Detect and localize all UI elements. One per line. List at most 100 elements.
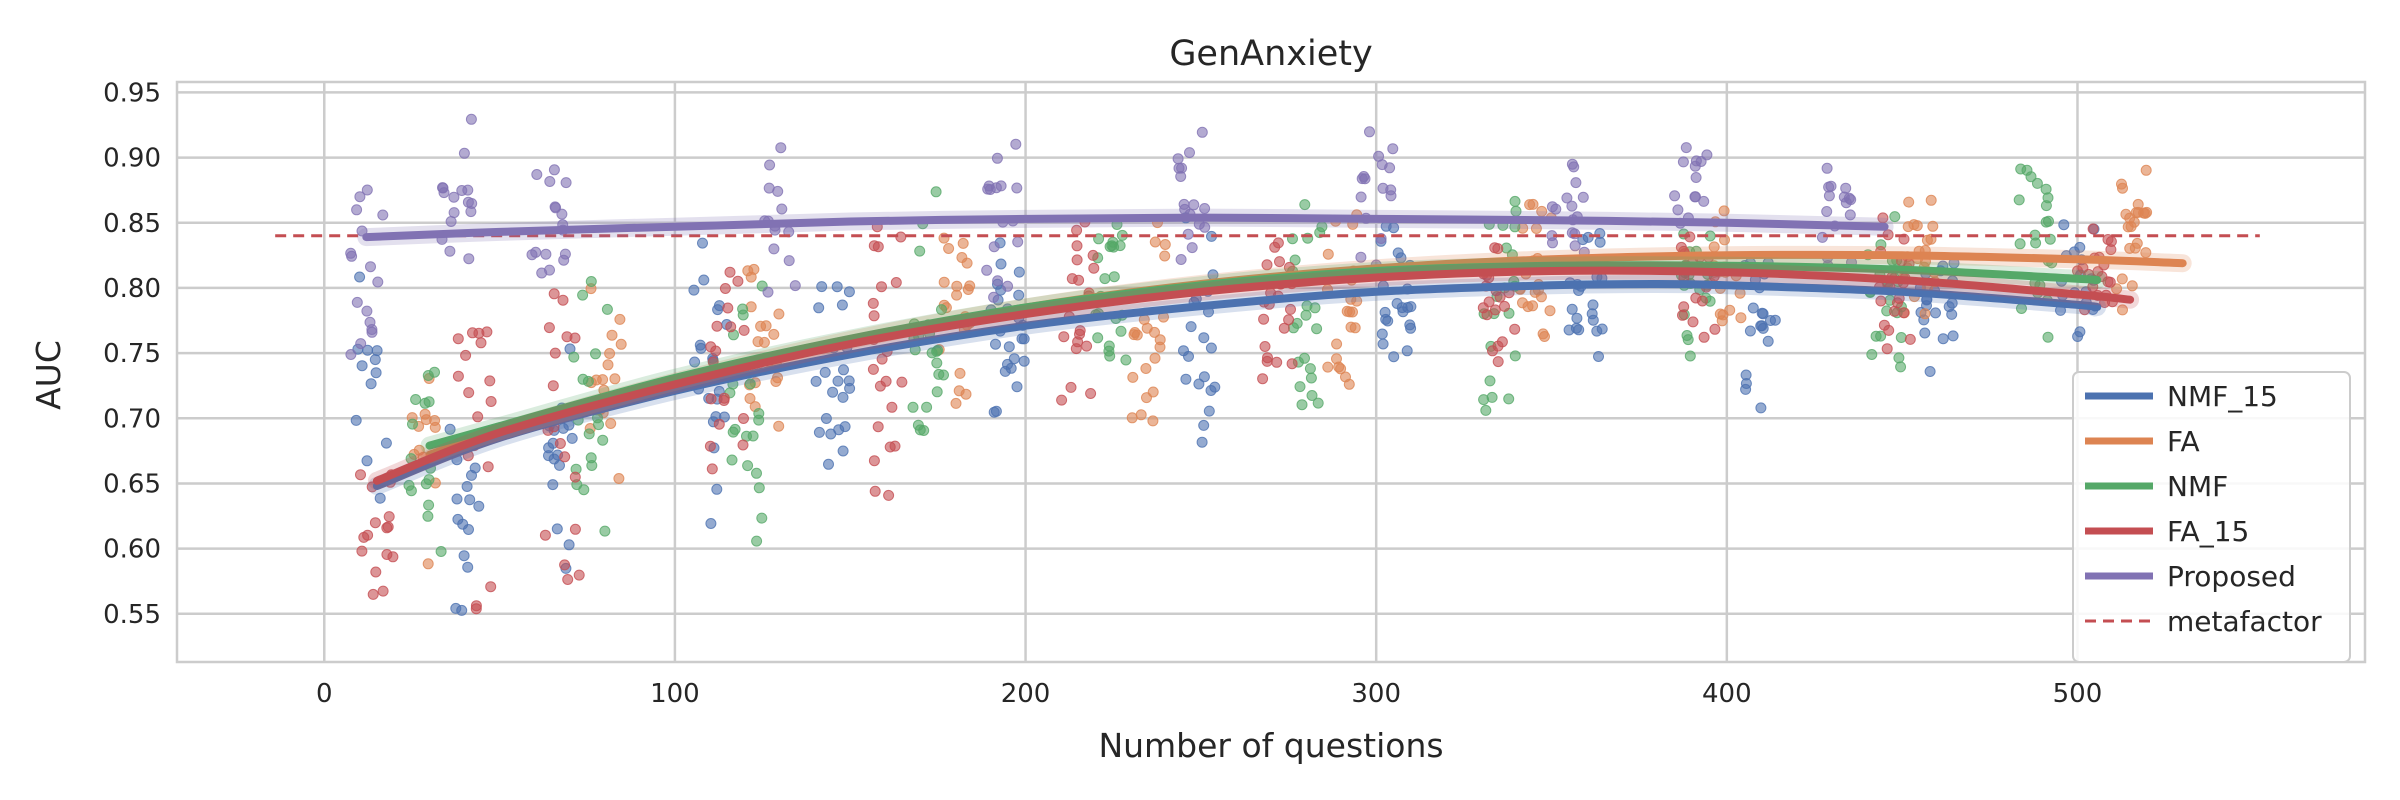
scatter-point-nmf-15 — [1571, 312, 1583, 324]
scatter-point-proposed — [1550, 203, 1562, 215]
scatter-point-nmf-15 — [547, 479, 559, 491]
legend-label: NMF — [2167, 470, 2228, 503]
x-tick-label: 300 — [1351, 679, 1401, 709]
scatter-point-nmf-15 — [1196, 436, 1208, 448]
scatter-point-nmf-15 — [832, 375, 844, 387]
scatter-point-fa-15 — [1698, 331, 1710, 343]
scatter-point-nmf-15 — [1947, 330, 1959, 342]
scatter-point-nmf — [1115, 325, 1127, 337]
scatter-point-proposed — [1577, 191, 1589, 203]
scatter-point-fa-15 — [452, 333, 464, 345]
scatter-point-proposed — [544, 176, 556, 187]
scatter-point-proposed — [1569, 240, 1581, 252]
scatter-point-fa — [1331, 338, 1343, 350]
scatter-point-fa-15 — [485, 581, 497, 593]
scatter-point-fa — [1335, 363, 1347, 375]
legend-label: NMF_15 — [2167, 380, 2278, 413]
x-tick-label: 400 — [1702, 679, 1752, 709]
scatter-point-nmf — [2021, 164, 2033, 176]
scatter-point-fa — [606, 329, 618, 341]
scatter-point-fa-15 — [381, 549, 393, 560]
scatter-point-nmf-15 — [1757, 308, 1769, 320]
y-tick-label: 0.80 — [103, 274, 161, 304]
scatter-point-fa — [1911, 220, 1923, 232]
scatter-point-nmf-15 — [2074, 326, 2086, 338]
scatter-point-nmf — [407, 418, 418, 430]
scatter-point-fa-15 — [562, 574, 574, 585]
scatter-point-proposed — [1186, 242, 1198, 254]
scatter-point-nmf — [2013, 194, 2025, 206]
scatter-point-fa-15 — [1272, 237, 1284, 249]
scatter-point-proposed — [356, 225, 368, 237]
scatter-point-nmf — [756, 512, 768, 524]
scatter-point-fa — [605, 418, 617, 429]
scatter-point-nmf — [1895, 332, 1907, 343]
scatter-point-nmf — [753, 482, 765, 494]
scatter-point-fa-15 — [369, 517, 381, 529]
scatter-point-nmf-15 — [1937, 333, 1949, 345]
scatter-point-proposed — [1356, 173, 1368, 185]
scatter-point-nmf — [590, 348, 601, 360]
scatter-point-fa-15 — [472, 411, 484, 423]
scatter-point-fa — [953, 385, 965, 397]
scatter-point-fa — [938, 276, 950, 288]
scatter-point-nmf — [1875, 330, 1887, 342]
y-tick-label: 0.65 — [103, 469, 161, 499]
scatter-point-fa-15 — [1285, 303, 1296, 315]
scatter-point-proposed — [463, 253, 475, 265]
scatter-point-proposed — [1843, 192, 1855, 204]
scatter-point-fa-15 — [868, 310, 880, 322]
scatter-point-fa — [2117, 304, 2128, 316]
scatter-point-nmf-15 — [1205, 342, 1217, 354]
scatter-point-proposed — [1387, 143, 1399, 155]
scatter-point-fa-15 — [1496, 336, 1508, 348]
scatter-point-proposed — [762, 286, 774, 298]
scatter-point-fa-15 — [481, 326, 493, 338]
scatter-point-nmf — [742, 460, 754, 472]
scatter-point-nmf — [1301, 300, 1313, 312]
scatter-point-nmf — [422, 510, 434, 522]
scatter-point-fa-15 — [1271, 356, 1283, 368]
scatter-point-nmf-15 — [2058, 219, 2070, 231]
scatter-point-proposed — [776, 203, 788, 215]
x-axis-label: Number of questions — [1098, 726, 1443, 765]
scatter-point-proposed — [1010, 138, 1022, 150]
scatter-point-nmf — [727, 426, 739, 438]
scatter-point-fa — [2116, 273, 2128, 285]
scatter-point-nmf — [1106, 240, 1118, 252]
scatter-point-fa-15 — [738, 413, 749, 424]
scatter-point-nmf-15 — [462, 561, 474, 573]
scatter-point-fa-15 — [362, 529, 374, 541]
scatter-point-fa-15 — [543, 322, 555, 334]
scatter-point-proposed — [354, 191, 366, 203]
scatter-point-nmf-15 — [551, 523, 563, 535]
scatter-point-fa-15 — [1875, 295, 1887, 307]
scatter-point-fa-15 — [573, 569, 585, 581]
scatter-point-fa-15 — [1274, 256, 1285, 268]
scatter-point-proposed — [988, 291, 1000, 303]
scatter-point-fa — [1322, 361, 1334, 373]
legend-label: metafactor — [2167, 605, 2322, 638]
scatter-point-nmf-15 — [698, 274, 710, 286]
scatter-point-nmf-15 — [380, 437, 392, 449]
scatter-point-proposed — [536, 267, 548, 279]
scatter-point-proposed — [983, 180, 995, 192]
trend-line-fa-15 — [372, 266, 2135, 485]
scatter-point-nmf-15 — [1018, 333, 1030, 345]
scatter-point-fa-15 — [383, 511, 395, 523]
scatter-point-proposed — [1669, 190, 1681, 202]
scatter-point-nmf — [1104, 350, 1116, 362]
scatter-point-nmf — [1484, 375, 1496, 387]
scatter-point-proposed — [783, 255, 795, 267]
scatter-point-fa-15 — [484, 375, 496, 387]
scatter-point-nmf — [751, 467, 762, 479]
scatter-point-fa — [773, 308, 785, 320]
scatter-point-fa-15 — [1071, 254, 1083, 266]
scatter-point-nmf-15 — [819, 366, 831, 378]
scatter-point-nmf-15 — [823, 458, 834, 470]
scatter-point-fa-15 — [1259, 341, 1271, 352]
scatter-point-fa-15 — [1489, 242, 1501, 254]
scatter-point-nmf-15 — [827, 386, 839, 398]
scatter-point-fa-15 — [1898, 307, 1910, 319]
